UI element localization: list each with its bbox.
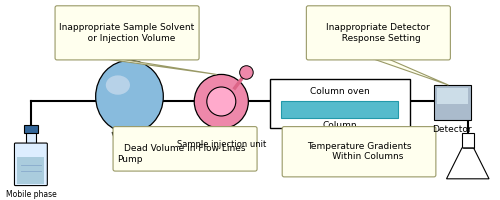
FancyBboxPatch shape bbox=[270, 79, 410, 128]
Text: Inappropriate Sample Solvent
   or Injection Volume: Inappropriate Sample Solvent or Injectio… bbox=[60, 23, 194, 43]
Circle shape bbox=[194, 74, 248, 129]
FancyBboxPatch shape bbox=[18, 157, 44, 184]
FancyBboxPatch shape bbox=[462, 133, 473, 148]
Text: Inappropriate Detector
  Response Setting: Inappropriate Detector Response Setting bbox=[326, 23, 430, 43]
FancyBboxPatch shape bbox=[24, 125, 38, 133]
Text: Pump: Pump bbox=[116, 155, 142, 164]
Text: Column oven: Column oven bbox=[310, 87, 370, 96]
Circle shape bbox=[240, 66, 253, 79]
Polygon shape bbox=[98, 58, 216, 74]
Ellipse shape bbox=[96, 60, 164, 133]
Text: Detector: Detector bbox=[432, 125, 472, 134]
FancyBboxPatch shape bbox=[437, 88, 468, 104]
Text: Dead Volume in Flow Lines: Dead Volume in Flow Lines bbox=[124, 144, 246, 153]
FancyBboxPatch shape bbox=[434, 85, 470, 120]
FancyBboxPatch shape bbox=[26, 132, 36, 144]
FancyBboxPatch shape bbox=[282, 127, 436, 177]
FancyBboxPatch shape bbox=[113, 127, 257, 171]
Text: Temperature Gradients
      Within Columns: Temperature Gradients Within Columns bbox=[307, 142, 412, 161]
Polygon shape bbox=[370, 58, 448, 85]
FancyBboxPatch shape bbox=[306, 6, 450, 60]
Text: Mobile phase: Mobile phase bbox=[6, 190, 57, 199]
Text: Column: Column bbox=[322, 121, 357, 130]
FancyBboxPatch shape bbox=[55, 6, 199, 60]
FancyBboxPatch shape bbox=[14, 143, 48, 186]
Polygon shape bbox=[112, 132, 147, 145]
FancyBboxPatch shape bbox=[281, 101, 398, 118]
Circle shape bbox=[207, 87, 236, 116]
Polygon shape bbox=[446, 148, 489, 179]
Ellipse shape bbox=[106, 75, 130, 95]
Text: Sample injection unit: Sample injection unit bbox=[176, 140, 266, 149]
